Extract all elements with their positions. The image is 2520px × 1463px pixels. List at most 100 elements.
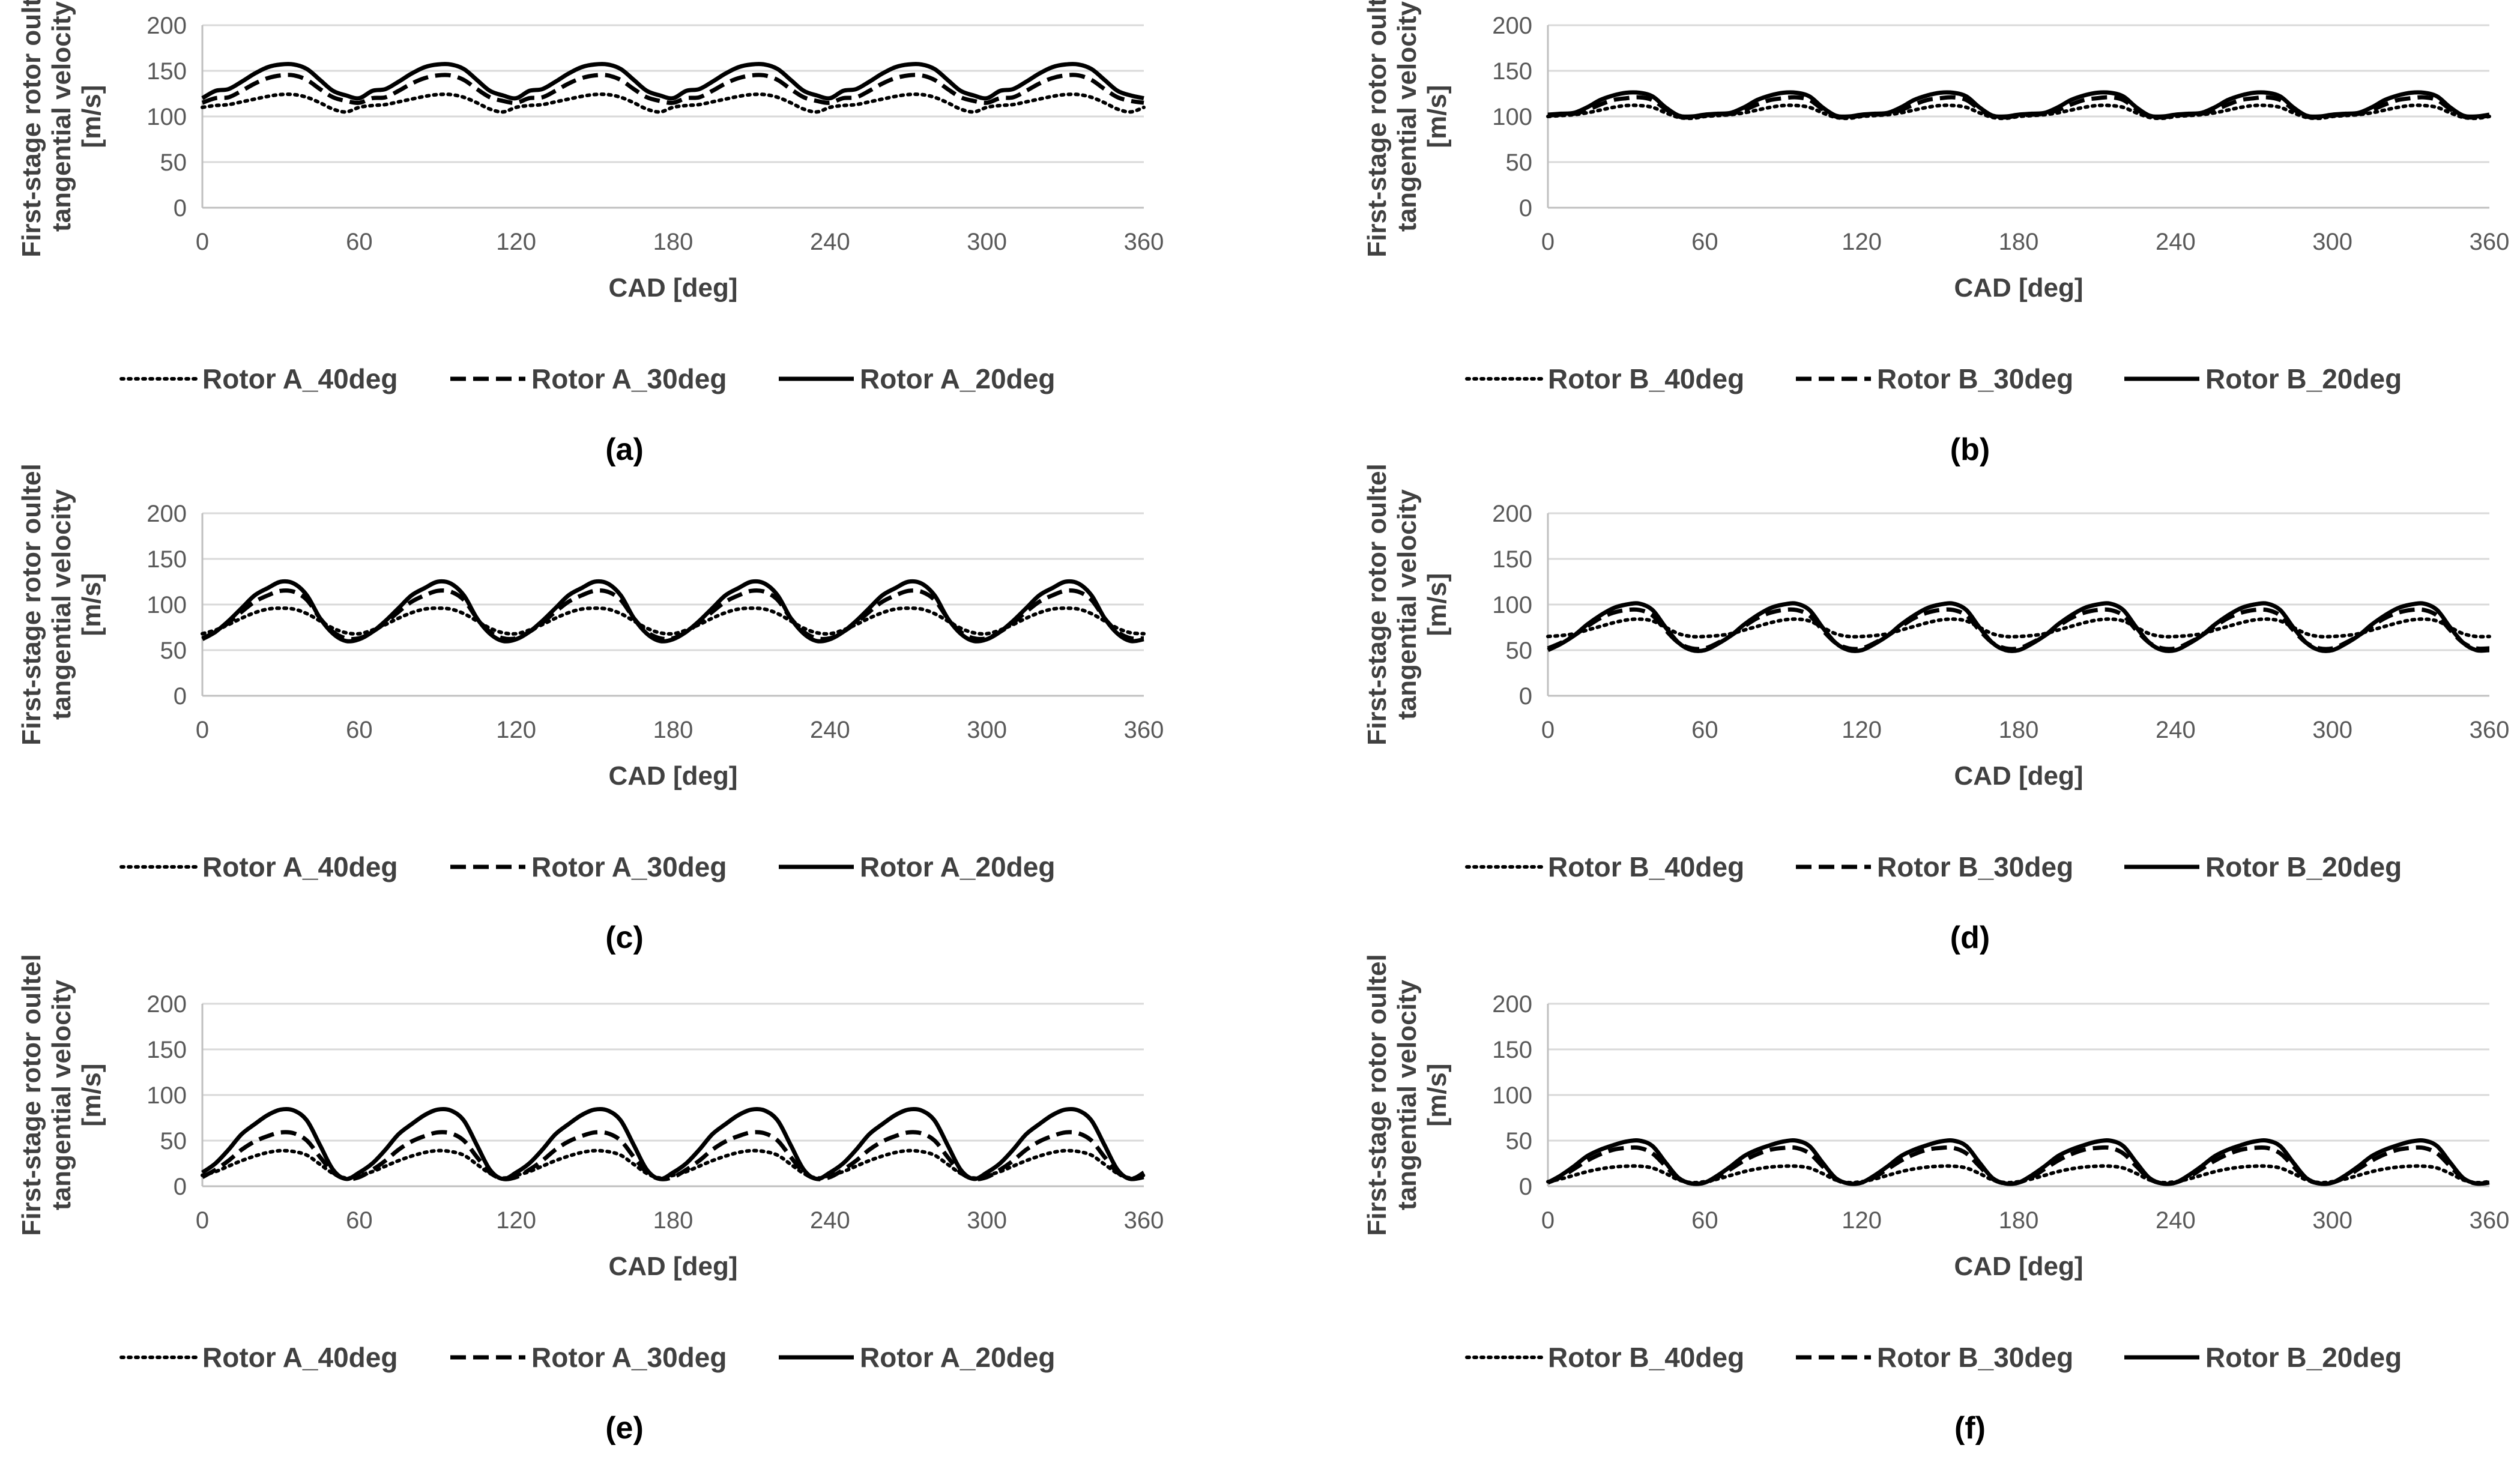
legend-label: Rotor A_30deg <box>531 851 727 882</box>
series-line-Rotor A_30deg <box>201 1130 1144 1181</box>
y-tick-label: 0 <box>174 195 187 222</box>
x-axis-title: CAD [deg] <box>1954 761 2083 791</box>
y-tick-label: 150 <box>147 546 187 573</box>
y-axis-title-line: [m/s] <box>1422 1063 1452 1126</box>
legend-label: Rotor B_30deg <box>1877 1342 2073 1373</box>
series-line-Rotor A_20deg <box>201 579 1144 644</box>
x-tick-label: 0 <box>196 1207 209 1234</box>
x-axis-title: CAD [deg] <box>608 1252 737 1281</box>
legend-label: Rotor B_40deg <box>1548 363 1744 394</box>
y-axis-title-line: tangential velocity <box>47 1 76 232</box>
y-axis-title-line: [m/s] <box>1422 573 1452 636</box>
panel-caption: (a) <box>605 432 644 467</box>
panel-caption: (c) <box>605 920 644 955</box>
x-tick-label: 60 <box>1691 229 1718 255</box>
y-tick-label: 100 <box>1492 592 1532 618</box>
y-axis-title-line: [m/s] <box>77 85 106 148</box>
series-line-Rotor B_20deg <box>1547 90 2490 119</box>
y-axis-title-line: First-stage rotor oultel <box>1362 463 1392 745</box>
x-tick-label: 60 <box>346 229 373 255</box>
x-tick-label: 360 <box>1124 1207 1164 1234</box>
series-line-Rotor B_40deg <box>1546 617 2491 639</box>
panel-caption: (b) <box>1950 432 1990 467</box>
x-tick-label: 60 <box>1691 1207 1718 1234</box>
legend-label: Rotor A_40deg <box>202 363 397 394</box>
y-axis-title-line: First-stage rotor oultel <box>1362 954 1392 1235</box>
x-axis-title: CAD [deg] <box>608 761 737 791</box>
x-tick-label: 0 <box>196 717 209 743</box>
x-tick-label: 240 <box>810 717 850 743</box>
chart-panel-3: 0 50 100 150 200 0 60 120 180 240 300 360 CAD [deg] F… <box>1362 463 2509 955</box>
y-tick-label: 200 <box>1492 991 1532 1018</box>
x-tick-label: 120 <box>496 1207 536 1234</box>
legend-label: Rotor A_30deg <box>531 1342 727 1373</box>
y-axis-title-line: First-stage rotor oultel <box>17 954 46 1235</box>
chart-panel-1: 0 50 100 150 200 0 60 120 180 240 300 360 CAD [deg] F… <box>1362 0 2509 467</box>
series-line-Rotor B_20deg <box>1547 1138 2490 1186</box>
series-line-Rotor A_30deg <box>201 73 1144 105</box>
y-tick-label: 0 <box>1519 195 1532 222</box>
x-tick-label: 360 <box>1124 229 1164 255</box>
legend-label: Rotor B_20deg <box>2205 1342 2402 1373</box>
y-axis-title-line: tangential velocity <box>47 980 76 1210</box>
y-axis-title-line: First-stage rotor oultel <box>17 463 46 745</box>
y-tick-label: 150 <box>1492 1037 1532 1063</box>
x-tick-label: 240 <box>810 229 850 255</box>
y-tick-label: 200 <box>147 991 187 1018</box>
legend-label: Rotor A_20deg <box>860 363 1055 394</box>
x-tick-label: 300 <box>2312 717 2352 743</box>
y-tick-label: 50 <box>160 149 187 176</box>
y-tick-label: 200 <box>147 501 187 527</box>
y-tick-label: 100 <box>147 1082 187 1109</box>
x-tick-label: 300 <box>967 717 1007 743</box>
panel-caption: (e) <box>605 1411 644 1446</box>
chart-panel-2: 0 50 100 150 200 0 60 120 180 240 300 360 CAD [deg] F… <box>17 463 1164 955</box>
x-tick-label: 120 <box>1842 1207 1882 1234</box>
x-tick-label: 60 <box>346 1207 373 1234</box>
legend-label: Rotor A_40deg <box>202 851 397 882</box>
y-tick-label: 200 <box>147 13 187 39</box>
x-axis-title: CAD [deg] <box>1954 273 2083 303</box>
chart-panel-0: 0 50 100 150 200 0 60 120 180 240 300 360 CAD [deg] F… <box>17 0 1164 467</box>
y-axis-title-line: [m/s] <box>1422 85 1452 148</box>
legend-label: Rotor B_20deg <box>2205 851 2402 882</box>
panel-caption: (f) <box>1954 1411 1986 1446</box>
x-tick-label: 180 <box>1999 1207 2039 1234</box>
y-tick-label: 100 <box>1492 104 1532 130</box>
x-tick-label: 120 <box>496 229 536 255</box>
y-tick-label: 200 <box>1492 13 1532 39</box>
chart-panel-4: 0 50 100 150 200 0 60 120 180 240 300 360 CAD [deg] F… <box>17 954 1164 1446</box>
x-tick-label: 0 <box>1541 1207 1555 1234</box>
x-tick-label: 120 <box>1842 717 1882 743</box>
x-tick-label: 240 <box>2156 1207 2196 1234</box>
x-tick-label: 180 <box>653 229 693 255</box>
y-axis-title-line: First-stage rotor oultel <box>1362 0 1392 258</box>
y-axis-title-line: First-stage rotor oultel <box>17 0 46 258</box>
y-axis-title-line: tangential velocity <box>47 489 76 720</box>
x-tick-label: 60 <box>346 717 373 743</box>
x-tick-label: 300 <box>967 1207 1007 1234</box>
x-tick-label: 180 <box>653 717 693 743</box>
chart-panel-5: 0 50 100 150 200 0 60 120 180 240 300 360 CAD [deg] F… <box>1362 954 2509 1446</box>
series-line-Rotor A_40deg <box>201 92 1146 114</box>
x-tick-label: 180 <box>1999 717 2039 743</box>
legend-label: Rotor B_30deg <box>1877 851 2073 882</box>
x-tick-label: 240 <box>2156 717 2196 743</box>
y-tick-label: 150 <box>1492 58 1532 85</box>
x-tick-label: 120 <box>1842 229 1882 255</box>
legend-label: Rotor B_30deg <box>1877 363 2073 394</box>
legend-label: Rotor B_40deg <box>1548 851 1744 882</box>
y-tick-label: 200 <box>1492 501 1532 527</box>
x-tick-label: 360 <box>2470 717 2510 743</box>
y-tick-label: 0 <box>174 1174 187 1200</box>
y-tick-label: 0 <box>1519 683 1532 710</box>
y-axis-title-line: tangential velocity <box>1392 980 1422 1210</box>
x-tick-label: 60 <box>1691 717 1718 743</box>
x-tick-label: 180 <box>653 1207 693 1234</box>
panel-caption: (d) <box>1950 920 1990 955</box>
y-tick-label: 150 <box>147 1037 187 1063</box>
y-tick-label: 150 <box>147 58 187 85</box>
x-tick-label: 240 <box>810 1207 850 1234</box>
legend-label: Rotor A_30deg <box>531 363 727 394</box>
x-tick-label: 120 <box>496 717 536 743</box>
